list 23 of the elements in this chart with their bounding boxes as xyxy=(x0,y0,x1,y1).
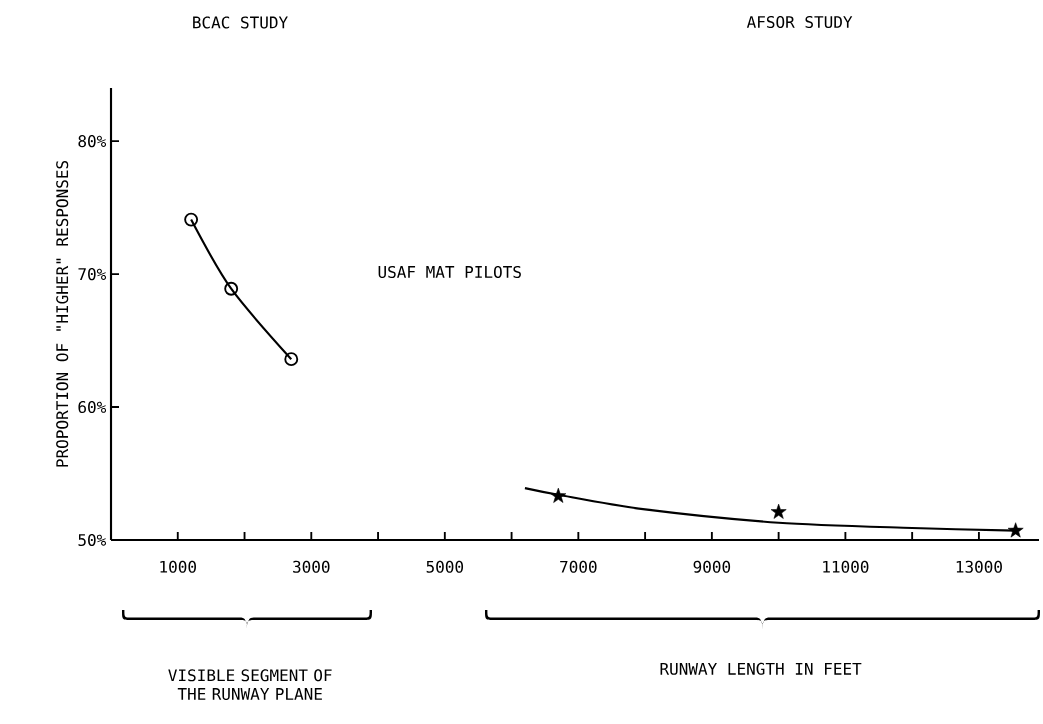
x-tick-label: 7000 xyxy=(560,560,597,573)
text: BCAC STUDY xyxy=(193,16,288,29)
point xyxy=(550,487,567,503)
text: VISIBLE SEGMENT OF THE RUNWAY PLANE xyxy=(168,669,332,701)
point xyxy=(284,352,299,367)
y-tick-label: 70% xyxy=(78,268,107,281)
y-tick-label: 50% xyxy=(78,533,107,547)
x-tick-label: 1000 xyxy=(160,560,196,573)
y-tick-label: 80% xyxy=(78,135,107,148)
annotation: USAF MAT PILOTS xyxy=(378,265,521,279)
y-tick-label: 60% xyxy=(78,401,107,414)
x-tick-label: 11000 xyxy=(823,560,869,573)
point xyxy=(1007,522,1024,538)
point xyxy=(770,503,787,519)
x-tick-label: 5000 xyxy=(426,560,464,573)
x-tick-label: 13000 xyxy=(956,560,1002,573)
text: AFSOR STUDY xyxy=(746,15,853,29)
x-tick-label: 3000 xyxy=(293,560,330,573)
point xyxy=(224,281,239,296)
point xyxy=(184,212,199,227)
text: RUNWAY LENGTH IN FEET xyxy=(660,662,862,675)
x-tick-label: 9000 xyxy=(693,560,731,573)
y-axis-title: PROPORTION OF "HIGHER" RESPONSES xyxy=(56,160,69,467)
